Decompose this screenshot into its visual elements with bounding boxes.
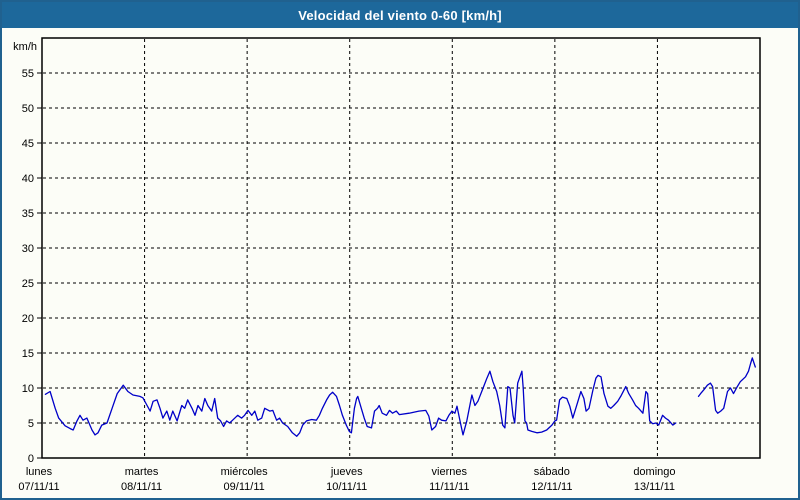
y-tick-label: 10 [22,383,34,395]
y-tick-label: 55 [22,68,34,80]
y-tick-label: 15 [22,348,34,360]
y-axis-unit-label: km/h [13,41,37,53]
plot-area [41,37,761,459]
x-day-name-label: martes [125,466,159,478]
chart-title-bar: Velocidad del viento 0-60 [km/h] [2,2,798,28]
x-day-date-label: 11/11/11 [429,481,469,493]
y-tick-label: 35 [22,208,34,220]
wind-series-line [697,357,756,414]
x-day-date-label: 12/11/11 [531,481,572,493]
wind-speed-chart: km/h 0 5 10 15 20 25 30 35 40 45 50 55 lunes 07/11/11 m… [13,37,761,493]
y-tick-label: 45 [22,138,34,150]
x-day-date-label: 08/11/11 [121,481,162,493]
y-tick-label: 20 [22,313,34,325]
y-tick-label: 50 [22,103,34,115]
y-tick-label: 0 [28,453,34,465]
x-day-name-label: viernes [432,466,468,478]
x-day-name-label: jueves [330,466,363,478]
y-tick-label: 40 [22,173,34,185]
wind-series-line [44,370,677,437]
x-day-name-label: domingo [633,466,675,478]
x-day-date-label: 13/11/11 [634,481,675,493]
y-tick-label: 25 [22,278,34,290]
y-tick-label: 5 [28,418,34,430]
x-day-date-label: 09/11/11 [224,481,265,493]
y-tick-label: 30 [22,243,34,255]
chart-title: Velocidad del viento 0-60 [km/h] [298,7,502,23]
x-day-date-label: 10/11/11 [326,481,367,493]
x-day-name-label: miércoles [221,466,269,478]
x-day-date-label: 07/11/11 [18,481,59,493]
x-day-name-label: sábado [534,466,570,478]
x-day-name-label: lunes [26,466,53,478]
